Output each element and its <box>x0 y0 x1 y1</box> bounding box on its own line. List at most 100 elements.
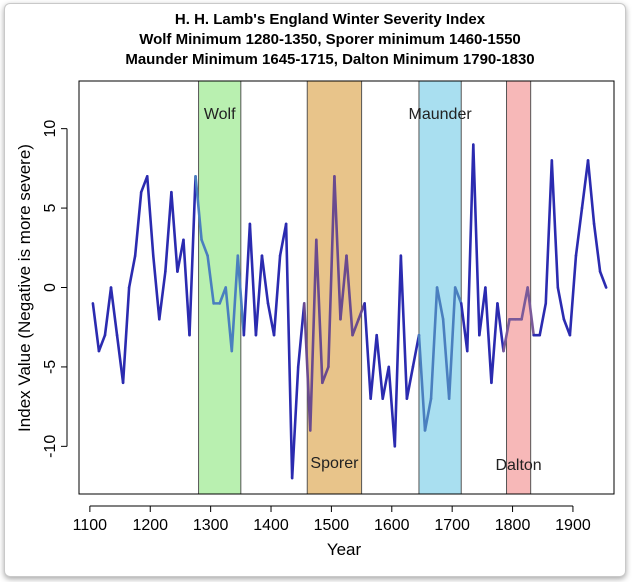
series-segment-24 <box>236 254 246 337</box>
series-segment-10 <box>151 254 161 321</box>
series-segment-6 <box>127 254 137 289</box>
y-tick-label: -5 <box>42 360 59 374</box>
y-axis-label: Index Value (Negative is more severe) <box>15 144 34 432</box>
y-tick-label: 10 <box>42 120 59 138</box>
series-segment-47 <box>375 333 385 400</box>
series-segment-81 <box>580 159 590 210</box>
series-segment-65 <box>484 286 493 385</box>
series-segment-33 <box>290 365 300 480</box>
series-segment-67 <box>496 302 505 353</box>
series-segment-80 <box>574 206 584 258</box>
series-segment-27 <box>254 254 264 337</box>
series-segment-37 <box>315 238 324 385</box>
series-segment-18 <box>200 238 209 258</box>
series-segment-9 <box>145 175 155 258</box>
series-segment-76 <box>550 159 560 289</box>
series-segment-63 <box>472 143 481 337</box>
x-tick-label: 1700 <box>434 517 470 534</box>
series-segment-82 <box>586 159 596 226</box>
x-axis: 1100 1200 1300 1400 1500 1600 1700 1800 1900 <box>73 505 591 534</box>
series-segment-56 <box>429 286 439 400</box>
series-segment-52 <box>405 365 415 400</box>
series-segment-60 <box>453 286 463 305</box>
series-segment-58 <box>441 317 451 400</box>
series-segment-64 <box>478 286 487 337</box>
series-segment-51 <box>399 254 409 400</box>
series-segment-13 <box>170 190 179 273</box>
series-segment-26 <box>248 222 258 337</box>
series-segment-41 <box>339 254 348 321</box>
period-label-maunder: Maunder <box>409 106 473 123</box>
series-segment-84 <box>598 270 608 289</box>
y-tick-label: 0 <box>42 283 59 292</box>
x-tick-label: 1200 <box>132 517 168 534</box>
series-segment-23 <box>230 254 240 353</box>
x-tick-label: 1300 <box>193 517 229 534</box>
series-segment-77 <box>556 286 566 321</box>
series-segment-39 <box>327 175 336 369</box>
series-segment-83 <box>592 222 602 273</box>
series-segment-5 <box>121 286 131 385</box>
period-band-wolf <box>198 80 242 495</box>
series-segment-54 <box>417 333 427 432</box>
series-segment-14 <box>176 238 185 273</box>
series-segment-48 <box>381 365 391 400</box>
series-segment-49 <box>387 365 397 448</box>
series-segment-75 <box>544 159 554 305</box>
series-segment-68 <box>502 317 511 353</box>
period-labels: Wolf Sporer Maunder Dalton <box>204 106 542 474</box>
series-segment-7 <box>133 190 143 258</box>
chart-title: H. H. Lamb's England Winter Severity Ind… <box>125 11 534 68</box>
series-segment-55 <box>423 397 433 432</box>
period-label-sporer: Sporer <box>310 455 359 472</box>
x-tick-label: 1100 <box>73 517 108 534</box>
series-segment-46 <box>369 333 378 400</box>
x-tick-label: 1500 <box>314 517 350 534</box>
series-segment-16 <box>188 175 197 337</box>
series-segment-2 <box>103 286 113 337</box>
series-segment-50 <box>393 254 403 448</box>
x-tick-label: 1800 <box>495 517 531 534</box>
series-segment-28 <box>260 254 270 305</box>
series-segment-32 <box>284 222 294 480</box>
series-segment-38 <box>321 365 330 385</box>
series-segment-42 <box>345 254 354 337</box>
series-segment-19 <box>206 254 215 305</box>
series-segment-29 <box>266 302 276 337</box>
chart-title-line-2: Wolf Minimum 1280-1350, Sporer minimum 1… <box>139 31 521 48</box>
period-bands <box>198 80 532 495</box>
period-label-wolf: Wolf <box>204 106 236 123</box>
x-tick-label: 1900 <box>555 517 591 534</box>
x-tick-label: 1600 <box>374 517 410 534</box>
series-segment-1 <box>97 333 107 353</box>
series-segment-62 <box>465 143 475 353</box>
series-segment-17 <box>194 175 203 242</box>
period-label-dalton: Dalton <box>495 457 541 474</box>
series-segment-4 <box>115 333 125 385</box>
series-segment-53 <box>411 333 421 369</box>
chart-title-line-3: Maunder Minimum 1645-1715, Dalton Minimu… <box>125 51 534 68</box>
series-segment-74 <box>538 302 548 337</box>
y-axis: -10 -5 0 5 10 <box>42 120 68 458</box>
series-segment-45 <box>363 302 372 400</box>
x-axis-label: Year <box>327 540 362 559</box>
series-segment-15 <box>182 238 191 337</box>
series-segment-22 <box>224 286 234 353</box>
y-tick-label: 5 <box>42 204 59 213</box>
series-segment-59 <box>447 286 457 400</box>
series-segment-0 <box>91 302 101 353</box>
period-band-sporer <box>306 80 363 495</box>
series-segment-3 <box>109 286 119 337</box>
series-segment-79 <box>568 254 578 337</box>
series-segment-71 <box>520 286 529 321</box>
x-tick-label: 1400 <box>253 517 289 534</box>
series-segment-11 <box>158 270 167 321</box>
series-segment-34 <box>296 302 306 369</box>
y-tick-label: -10 <box>42 435 59 458</box>
chart-title-line-1: H. H. Lamb's England Winter Severity Ind… <box>175 11 486 28</box>
plot-area-border <box>78 80 615 495</box>
series-segment-43 <box>351 317 360 337</box>
series-segment-35 <box>302 302 312 432</box>
series-segment-40 <box>333 175 342 321</box>
